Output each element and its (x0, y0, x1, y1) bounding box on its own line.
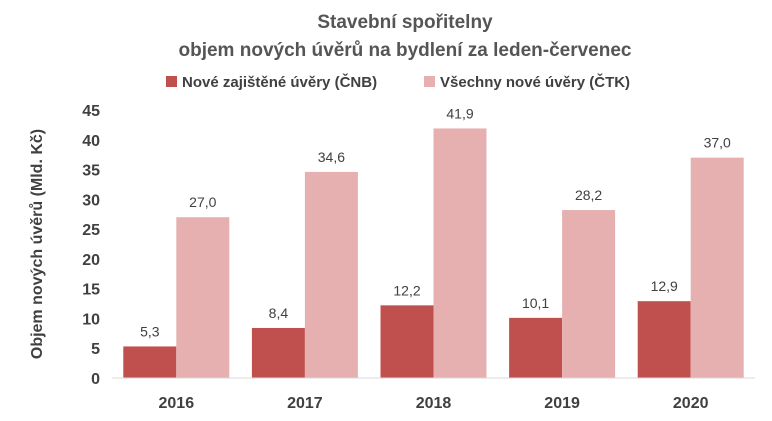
data-labels: 5,3 27,0 8,4 34,6 12,2 41,9 10,1 28,2 12,9 37,0 (140, 105, 731, 339)
y-tick-label: 20 (82, 252, 100, 269)
x-category-label: 2020 (673, 395, 709, 412)
bar-zajistene-2018 (380, 305, 434, 378)
bar-vsechny-2016 (176, 217, 230, 378)
bar-zajistene-2019 (509, 317, 563, 378)
x-category-label: 2016 (159, 395, 195, 412)
y-axis-label: Objem nových úvěrů (Mld. Kč) (29, 129, 46, 359)
data-label-zajistene-2017: 8,4 (269, 305, 289, 321)
data-label-zajistene-2019: 10,1 (522, 295, 549, 311)
legend-swatch-zajistene (166, 76, 177, 87)
y-tick-label: 45 (82, 103, 100, 120)
x-category-label: 2018 (416, 395, 452, 412)
y-tick-label: 30 (82, 192, 100, 209)
data-label-vsechny-2018: 41,9 (446, 105, 473, 121)
data-label-vsechny-2017: 34,6 (318, 149, 345, 165)
data-label-zajistene-2018: 12,2 (393, 282, 420, 298)
data-label-vsechny-2016: 27,0 (189, 194, 216, 210)
legend-label-zajistene: Nové zajištěné úvěry (ČNB) (182, 73, 377, 91)
data-label-vsechny-2020: 37,0 (704, 135, 731, 151)
data-label-zajistene-2016: 5,3 (140, 323, 160, 339)
y-tick-label: 40 (82, 133, 100, 150)
y-tick-label: 0 (91, 371, 100, 388)
bars (123, 128, 744, 378)
bar-vsechny-2019 (562, 210, 616, 378)
legend-swatch-vsechny (424, 76, 435, 87)
x-category-label: 2019 (544, 395, 580, 412)
bar-zajistene-2017 (251, 327, 305, 378)
bar-vsechny-2017 (304, 171, 358, 378)
chart-title-line-1: Stavební spořitelny (317, 12, 493, 33)
y-tick-label: 10 (82, 311, 100, 328)
x-axis-categories: 2016 2017 2018 2019 2020 (159, 395, 709, 412)
bar-zajistene-2016 (123, 346, 177, 378)
bar-zajistene-2020 (637, 301, 691, 378)
bar-vsechny-2020 (690, 157, 744, 378)
legend: Nové zajištěné úvěry (ČNB) Všechny nové … (166, 73, 630, 91)
y-tick-label: 25 (82, 222, 100, 239)
y-tick-label: 15 (82, 282, 100, 299)
y-axis-ticks: 0 5 10 15 20 25 30 35 40 45 (82, 103, 100, 388)
y-tick-label: 5 (91, 341, 100, 358)
data-label-zajistene-2020: 12,9 (651, 278, 678, 294)
x-category-label: 2017 (287, 395, 323, 412)
y-tick-label: 35 (82, 163, 100, 180)
legend-label-vsechny: Všechny nové úvěry (ČTK) (440, 73, 630, 91)
chart-title-line-2: objem nových úvěrů na bydlení za leden-č… (179, 40, 632, 61)
bar-vsechny-2018 (433, 128, 487, 378)
data-label-vsechny-2019: 28,2 (575, 187, 602, 203)
